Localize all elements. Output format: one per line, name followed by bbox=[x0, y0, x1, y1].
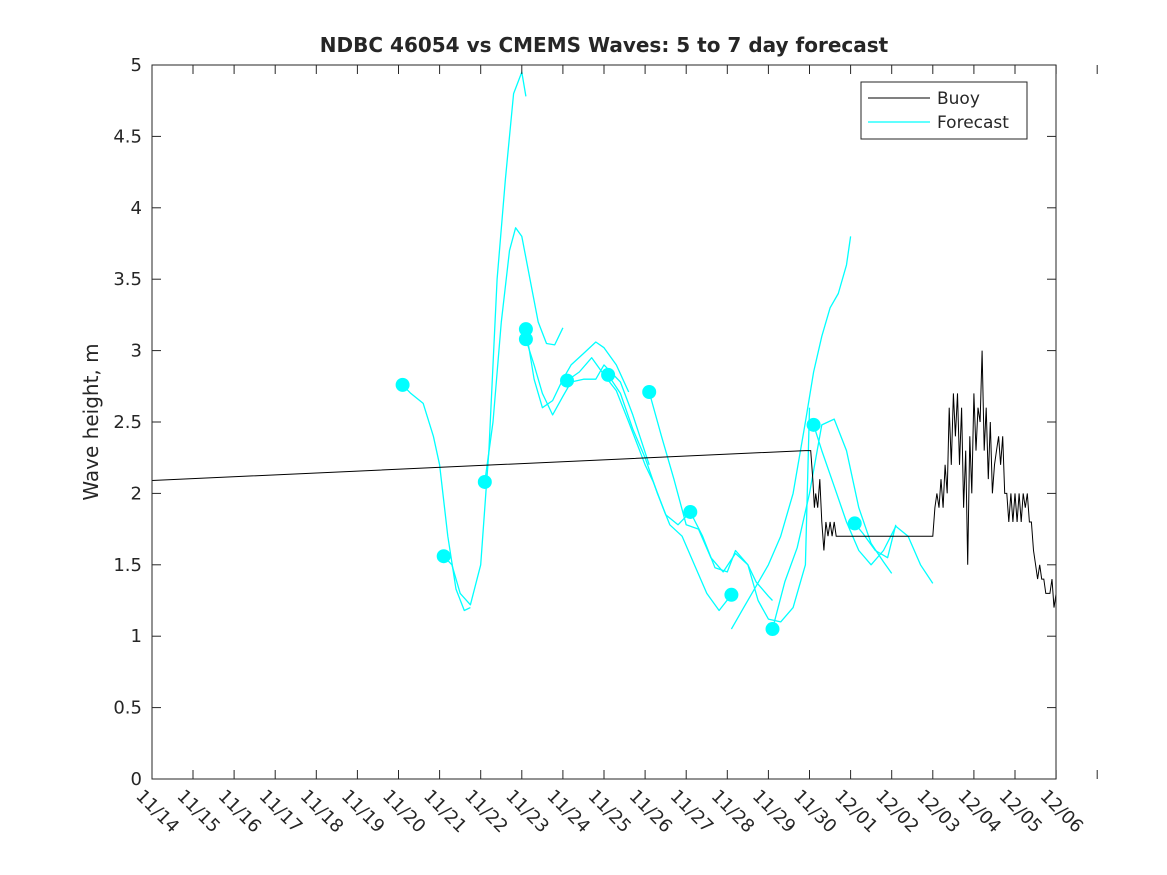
legend: Buoy Forecast bbox=[860, 81, 1028, 140]
forecast-marker bbox=[847, 516, 862, 531]
forecast-line bbox=[484, 227, 564, 483]
y-tick-label: 0 bbox=[131, 769, 142, 790]
x-tick-label: 12/03 bbox=[912, 786, 964, 838]
ticks-layer: 00.511.522.533.544.5511/1411/1511/1611/1… bbox=[113, 55, 1098, 838]
forecast-line bbox=[771, 418, 893, 630]
x-tick-label: 11/28 bbox=[707, 786, 759, 838]
x-tick-label: 11/18 bbox=[296, 786, 348, 838]
plot-area: 00.511.522.533.544.5511/1411/1511/1611/1… bbox=[113, 55, 1098, 838]
forecast-line bbox=[443, 71, 527, 606]
y-tick-label: 0.5 bbox=[113, 698, 142, 719]
forecast-line bbox=[402, 384, 471, 612]
x-tick-label: 11/29 bbox=[748, 786, 800, 838]
forecast-marker bbox=[436, 549, 451, 564]
forecast-marker bbox=[642, 385, 657, 400]
y-tick-label: 2 bbox=[131, 483, 142, 504]
forecast-marker bbox=[601, 367, 616, 382]
forecast-line bbox=[566, 357, 691, 526]
y-tick-label: 1 bbox=[131, 626, 142, 647]
x-tick-label: 11/15 bbox=[173, 786, 225, 838]
x-tick-label: 11/20 bbox=[378, 786, 430, 838]
chart-title: NDBC 46054 vs CMEMS Waves: 5 to 7 day fo… bbox=[320, 33, 889, 57]
x-tick-label: 12/04 bbox=[953, 786, 1005, 838]
x-tick-label: 12/05 bbox=[995, 786, 1047, 838]
buoy-line bbox=[152, 350, 1056, 608]
y-tick-label: 4 bbox=[131, 198, 142, 219]
forecast-line bbox=[648, 391, 773, 601]
x-tick-label: 12/02 bbox=[871, 786, 923, 838]
forecast-line bbox=[525, 329, 630, 409]
x-tick-label: 11/23 bbox=[501, 786, 553, 838]
x-tick-label: 11/26 bbox=[625, 786, 677, 838]
y-tick-label: 4.5 bbox=[113, 126, 142, 147]
forecast-marker bbox=[518, 332, 533, 347]
x-tick-label: 11/19 bbox=[337, 786, 389, 838]
forecast-marker bbox=[683, 504, 698, 519]
forecast-line bbox=[525, 339, 650, 466]
y-tick-label: 5 bbox=[131, 55, 142, 76]
y-tick-label: 1.5 bbox=[113, 555, 142, 576]
marker-layer bbox=[395, 322, 862, 637]
x-tick-label: 11/21 bbox=[419, 786, 471, 838]
forecast-marker bbox=[395, 377, 410, 392]
x-tick-label: 11/25 bbox=[584, 786, 636, 838]
forecast-line bbox=[854, 522, 897, 559]
y-tick-label: 3 bbox=[131, 341, 142, 362]
forecast-line bbox=[812, 424, 934, 584]
x-tick-label: 11/30 bbox=[789, 786, 841, 838]
forecast-marker bbox=[560, 373, 575, 388]
legend-forecast-label: Forecast bbox=[937, 113, 1009, 133]
forecast-marker bbox=[765, 622, 780, 637]
x-tick-label: 11/22 bbox=[460, 786, 512, 838]
forecast-line bbox=[689, 407, 811, 623]
x-tick-label: 11/16 bbox=[214, 786, 266, 838]
x-tick-label: 12/06 bbox=[1036, 786, 1088, 838]
legend-buoy-label: Buoy bbox=[937, 89, 980, 109]
y-tick-label: 2.5 bbox=[113, 412, 142, 433]
y-axis-label: Wave height, m bbox=[79, 343, 103, 500]
x-tick-label: 11/14 bbox=[131, 786, 183, 838]
legend-box bbox=[860, 81, 1028, 140]
forecast-marker bbox=[724, 587, 739, 602]
forecast-line bbox=[607, 374, 732, 612]
x-tick-label: 11/27 bbox=[666, 786, 718, 838]
forecast-marker bbox=[477, 474, 492, 489]
y-tick-label: 3.5 bbox=[113, 269, 142, 290]
x-tick-label: 11/24 bbox=[542, 786, 594, 838]
series-layer bbox=[152, 71, 1056, 630]
forecast-line bbox=[730, 236, 852, 630]
plot-frame bbox=[151, 64, 1057, 780]
x-tick-label: 12/01 bbox=[830, 786, 882, 838]
forecast-marker bbox=[806, 417, 821, 432]
forecast-marker bbox=[518, 322, 533, 337]
x-tick-label: 11/17 bbox=[255, 786, 307, 838]
